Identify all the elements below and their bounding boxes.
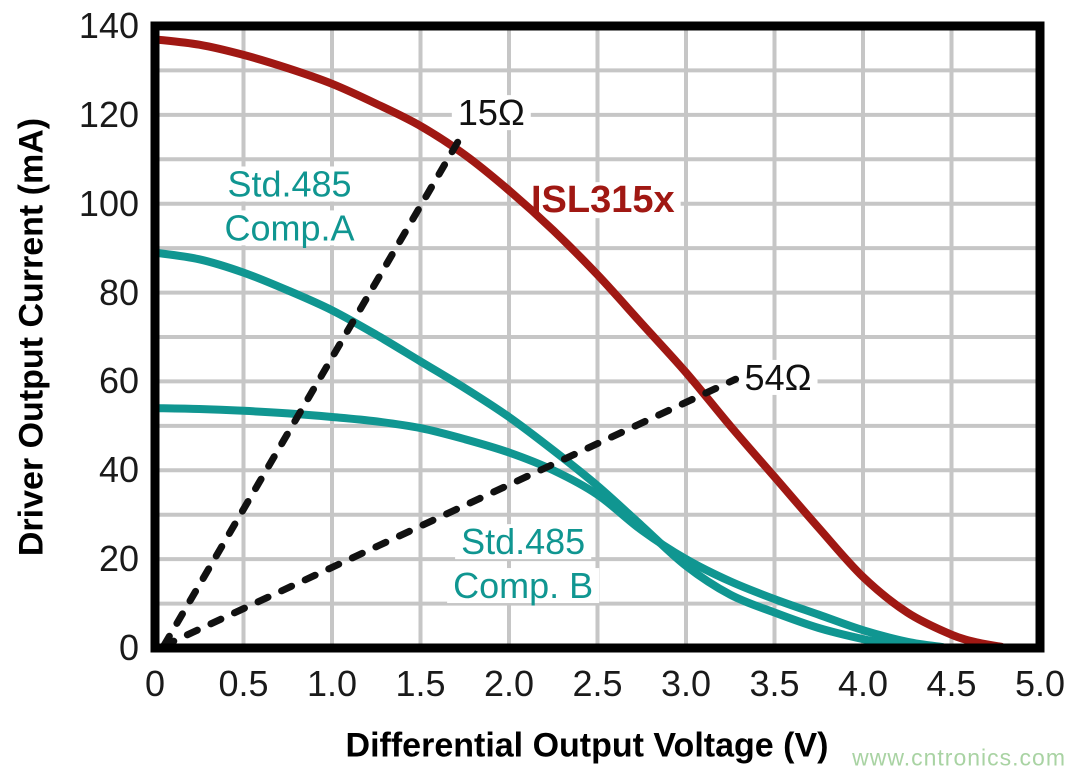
annotation-text: 15Ω	[458, 92, 525, 133]
plot-border	[150, 21, 1045, 653]
curves	[155, 35, 1006, 648]
annotation-mask	[738, 359, 818, 395]
annotation-mask	[524, 182, 681, 219]
annotation-mask	[455, 524, 592, 560]
annotation-mask	[218, 210, 361, 246]
x-tick-label: 3.0	[660, 663, 712, 704]
x-tick-label: 1.0	[306, 663, 358, 704]
x-tick-label: 0	[144, 663, 166, 704]
x-axis-title: Differential Output Voltage (V)	[345, 726, 829, 765]
annotation-mask	[447, 568, 600, 604]
annotation-label-isl315x: ISL315x	[524, 179, 681, 221]
y-tick-label: 80	[98, 271, 139, 313]
y-tick-label: 140	[78, 5, 139, 46]
x-tick-label: 4.5	[926, 663, 977, 704]
curve-load-54ohm	[160, 375, 740, 648]
annotation-text: Comp.A	[224, 207, 354, 248]
curve-std485-comp-b	[155, 404, 947, 648]
y-tick-label: 0	[118, 627, 139, 668]
x-tick-label: 1.5	[395, 663, 446, 704]
y-axis-title: Driver Output Current (mA)	[12, 117, 51, 557]
x-tick-label: 4.0	[837, 663, 889, 704]
y-tick-label: 120	[78, 93, 139, 135]
annotation-text: 54Ω	[745, 357, 812, 398]
curve-load-15ohm	[160, 135, 463, 648]
curve-std485-comp-a	[155, 248, 924, 648]
x-tick-label: 2.0	[483, 663, 535, 704]
x-tick-label: 5.0	[1014, 663, 1066, 704]
annotation-mask	[451, 95, 531, 131]
annotation-text: ISL315x	[531, 179, 675, 221]
x-tick-label: 3.5	[749, 663, 800, 704]
annotation-text: Std.485	[227, 163, 351, 204]
y-tick-label: 40	[98, 449, 139, 491]
y-tick-label: 20	[98, 538, 139, 580]
annotation-label-54ohm: 54Ω	[738, 357, 818, 398]
watermark-text: www.cntronics.com	[852, 744, 1066, 771]
x-tick-label: 2.5	[572, 663, 623, 704]
annotation-label-15ohm: 15Ω	[451, 92, 531, 133]
annotation-mask	[221, 166, 358, 202]
y-tick-label: 60	[98, 360, 139, 402]
curve-isl315x	[155, 35, 1006, 648]
gridlines	[155, 26, 1040, 648]
annotation-text: Std.485	[461, 521, 585, 562]
annotation-text: Comp. B	[453, 565, 593, 606]
y-tick-label: 100	[78, 182, 139, 224]
x-tick-label: 0.5	[218, 663, 269, 704]
